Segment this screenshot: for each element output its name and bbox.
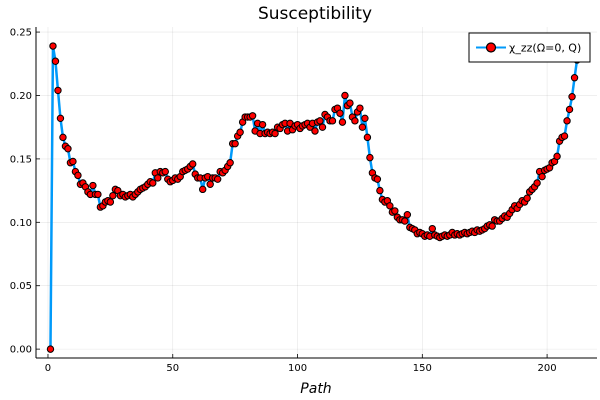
- data-point: [563, 117, 571, 125]
- data-point: [341, 91, 349, 100]
- data-point: [316, 117, 324, 125]
- data-point: [51, 57, 60, 65]
- legend-entry-label: χ_zz(Ω=0, Q): [509, 42, 581, 55]
- data-point: [356, 104, 364, 112]
- y-tick-label: 0.25: [10, 28, 32, 39]
- data-point: [94, 190, 102, 199]
- data-point: [376, 186, 384, 195]
- x-tick-label: 50: [166, 363, 179, 374]
- data-point: [226, 158, 234, 167]
- legend-marker-sample: [485, 42, 497, 53]
- data-point: [363, 133, 372, 142]
- y-tick-label: 0.20: [10, 91, 32, 102]
- data-point: [189, 160, 197, 168]
- data-point: [54, 86, 62, 95]
- data-point: [358, 123, 367, 131]
- data-point: [428, 224, 436, 233]
- data-point: [69, 157, 77, 166]
- data-point: [311, 127, 319, 135]
- series-layer: [46, 42, 581, 353]
- data-point: [568, 93, 576, 101]
- data-point: [206, 180, 214, 188]
- data-point: [391, 207, 399, 215]
- data-point: [236, 128, 244, 136]
- data-point: [523, 194, 531, 202]
- data-point: [328, 117, 337, 125]
- x-tick-label: 0: [45, 363, 51, 374]
- data-point: [488, 222, 496, 230]
- data-point: [373, 175, 382, 183]
- data-point: [109, 191, 117, 200]
- data-point: [64, 145, 72, 153]
- data-point: [338, 118, 347, 126]
- data-point: [336, 109, 344, 117]
- data-point: [366, 153, 374, 162]
- y-tick-label: 0.10: [10, 218, 32, 229]
- data-point: [271, 129, 279, 138]
- data-point: [213, 175, 222, 183]
- data-point: [49, 42, 57, 50]
- data-point: [318, 123, 327, 131]
- data-point: [248, 112, 257, 120]
- data-point: [560, 132, 569, 140]
- data-point: [401, 217, 409, 225]
- data-point: [89, 181, 97, 190]
- data-point: [553, 152, 561, 161]
- data-point: [74, 171, 82, 180]
- data-point: [361, 114, 369, 123]
- data-point: [386, 202, 394, 210]
- legend: χ_zz(Ω=0, Q): [468, 32, 591, 63]
- data-point: [231, 139, 239, 148]
- grid: [36, 27, 597, 358]
- data-point: [351, 117, 359, 125]
- y-tick-label: 0.05: [10, 281, 32, 292]
- data-point: [565, 105, 574, 114]
- data-point: [46, 345, 55, 353]
- chart-title: Susceptibility: [258, 4, 372, 24]
- data-point: [538, 172, 546, 181]
- data-point: [403, 210, 412, 219]
- data-point: [59, 133, 67, 142]
- data-point: [161, 167, 169, 176]
- y-tick-label: 0.00: [10, 345, 32, 356]
- data-point: [106, 198, 115, 206]
- x-tick-label: 200: [538, 363, 557, 374]
- data-point: [149, 179, 157, 187]
- data-point: [533, 179, 541, 187]
- y-tick-label: 0.15: [10, 154, 32, 165]
- x-tick-label: 150: [413, 363, 432, 374]
- data-point: [56, 114, 65, 123]
- data-point: [570, 74, 579, 82]
- axes: 0 50 100 150 200 0.00 0.05 0.10 0.15 0.20 0.25: [10, 27, 597, 374]
- x-tick-label: 100: [288, 363, 307, 374]
- data-point: [346, 99, 354, 107]
- data-point: [199, 185, 207, 194]
- data-point: [154, 174, 162, 182]
- x-axis-label: Path: [300, 381, 331, 397]
- data-point: [258, 120, 267, 129]
